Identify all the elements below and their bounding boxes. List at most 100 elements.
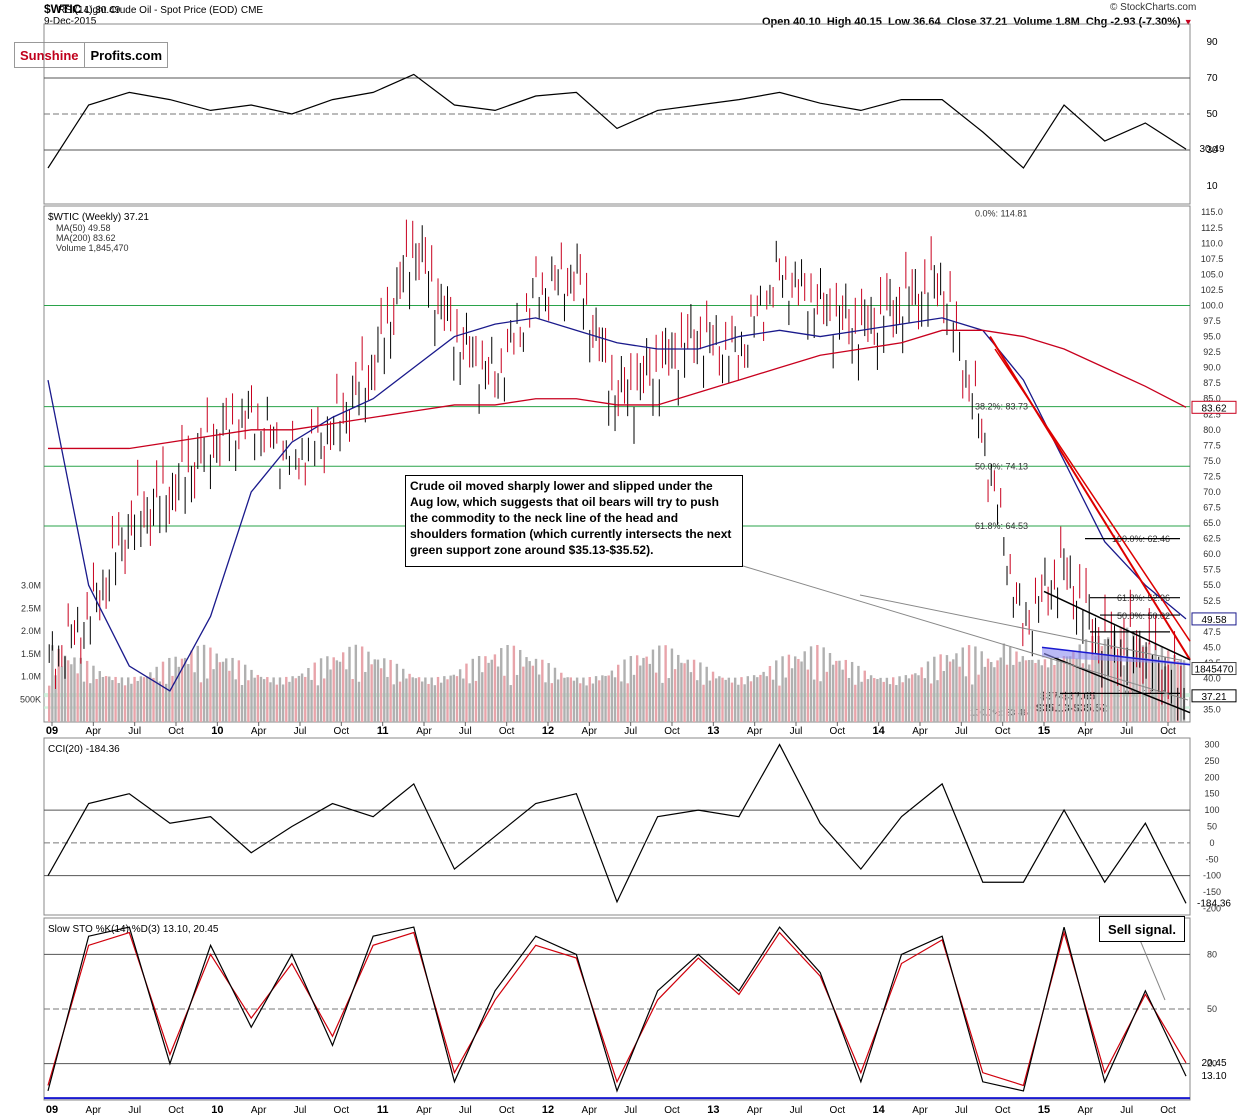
volume-bar — [313, 662, 316, 722]
volume-bar — [743, 684, 746, 722]
volume-bar — [585, 685, 588, 722]
sto-k-line — [47, 926, 1187, 1093]
fib-label: 38.2%: 83.73 — [975, 402, 1028, 412]
volume-bar — [866, 679, 870, 722]
volume-bar — [737, 684, 740, 722]
volume-bar — [756, 677, 759, 722]
volume-bar — [920, 667, 923, 722]
volume-bar — [1144, 646, 1148, 722]
volume-bar — [114, 676, 117, 722]
rsi-tick-label: 90 — [1206, 37, 1218, 48]
volume-bar — [964, 676, 968, 722]
fib-label: 61.8%: 64.53 — [975, 521, 1028, 531]
volume-bar — [933, 656, 936, 722]
volume-bar — [582, 677, 585, 722]
price-tick-label: 85.0 — [1203, 394, 1221, 404]
volume-bar — [740, 677, 743, 722]
volume-bar — [218, 662, 222, 722]
volume-bar — [702, 684, 705, 722]
price-tag-label: 37.21 — [1201, 692, 1226, 703]
volume-bar — [171, 675, 174, 722]
volume-bar — [945, 655, 949, 722]
volume-bar — [831, 664, 835, 722]
volume-bar — [952, 659, 955, 722]
volume-bar — [351, 679, 354, 722]
x-axis-label: Oct — [664, 1105, 680, 1116]
volume-bar — [828, 653, 832, 722]
volume-bar — [370, 664, 373, 722]
volume-bar — [206, 678, 209, 722]
price-tick-label: 77.5 — [1203, 440, 1221, 450]
price-tick-label: 67.5 — [1203, 503, 1221, 513]
volume-bar — [604, 675, 607, 722]
volume-bar — [414, 678, 418, 722]
x-axis-label: 14 — [873, 725, 886, 737]
volume-bar — [876, 679, 879, 722]
volume-bar — [120, 677, 124, 722]
x-axis-label: Oct — [168, 1105, 184, 1116]
volume-bar — [1018, 661, 1021, 722]
x-axis-label: Oct — [499, 1105, 515, 1116]
volume-bar — [127, 677, 130, 722]
volume-bar — [392, 684, 395, 722]
volume-bar — [152, 677, 155, 722]
volume-bar — [942, 671, 945, 722]
x-axis-label: Apr — [1078, 1105, 1094, 1116]
volume-bar — [711, 671, 715, 722]
volume-bar — [1043, 659, 1047, 722]
volume-bar — [360, 646, 364, 722]
volume-bar — [386, 676, 389, 722]
volume-bar — [974, 646, 977, 722]
volume-bar — [553, 667, 557, 722]
price-title: $WTIC (Weekly) 37.21 — [48, 212, 149, 223]
volume-bar — [1113, 630, 1116, 722]
volume-bar — [1094, 655, 1097, 722]
x-axis-label: Jul — [624, 1105, 637, 1116]
volume-bar — [272, 677, 275, 722]
volume-bar — [130, 683, 133, 722]
volume-bar — [857, 665, 860, 722]
volume-bar — [990, 662, 993, 722]
volume-bar — [579, 683, 582, 722]
fib-label: 100.0%: 33.46 — [970, 708, 1028, 718]
volume-bar — [1138, 638, 1141, 722]
volume-bar — [209, 647, 212, 722]
down-arrow-icon: ▼ — [1183, 17, 1193, 27]
panel-frame-cci — [43, 737, 1191, 916]
price-tick-label: 60.0 — [1203, 549, 1221, 559]
volume-bar — [1065, 656, 1069, 722]
volume-bar — [803, 651, 806, 722]
volume-bar — [506, 644, 509, 722]
volume-bar — [980, 651, 983, 722]
volume-bar — [174, 656, 177, 722]
volume-bar — [635, 655, 639, 722]
volume-bar — [465, 663, 468, 722]
volume-bar — [202, 644, 206, 722]
fib-label: 0.0%: 114.81 — [975, 208, 1027, 218]
volume-bar — [708, 680, 712, 722]
volume-bar — [477, 656, 481, 722]
volume-bar — [1031, 659, 1034, 722]
volume-bar — [285, 676, 288, 722]
volume-bar — [269, 682, 272, 722]
volume-bar — [594, 676, 598, 722]
volume-bar — [142, 677, 146, 722]
x-axis-label: 10 — [211, 725, 223, 737]
volume-bar — [632, 674, 636, 722]
sunshine-profits-logo: Sunshine Profits.com — [14, 42, 168, 68]
volume-tick-label: 500K — [20, 694, 41, 704]
volume-bar — [882, 681, 885, 722]
volume-bar — [1110, 645, 1113, 722]
volume-bar — [288, 681, 291, 722]
volume-bar — [784, 677, 787, 722]
volume-bar — [948, 661, 952, 722]
volume-bar — [639, 665, 642, 722]
x-axis-label: 09 — [46, 725, 58, 737]
neck-line — [1041, 646, 1191, 666]
x-axis-label: Jul — [128, 1105, 141, 1116]
volume-bar — [999, 657, 1002, 722]
volume-bar — [225, 658, 228, 722]
volume-bar — [161, 661, 165, 722]
sto-title: Slow STO %K(14) %D(3) 13.10, 20.45 — [48, 924, 219, 935]
volume-bar — [1097, 635, 1100, 722]
